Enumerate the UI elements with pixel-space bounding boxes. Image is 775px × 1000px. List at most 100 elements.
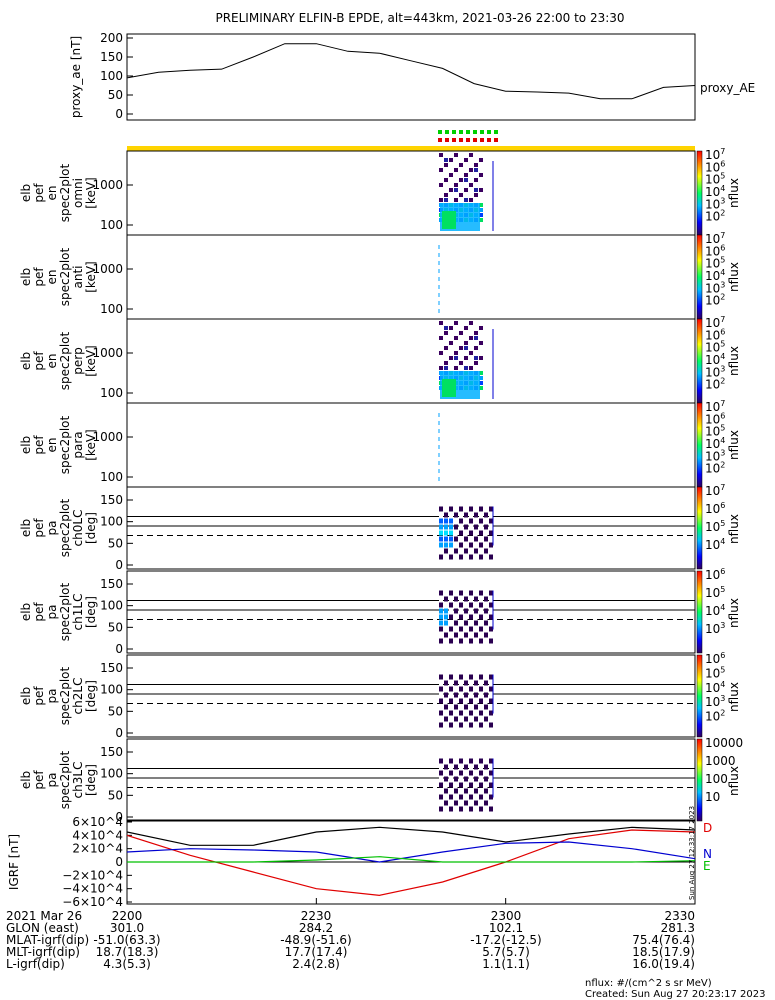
footer-value: -51.0(63.3)	[93, 933, 160, 947]
spec-ylabel-line: [keV]	[84, 345, 98, 376]
cbar-label: nflux	[727, 346, 741, 376]
colorbar	[696, 486, 703, 570]
footer-value: 18.7(18.3)	[96, 945, 159, 959]
footer-row-label: MLT-igrf(dip)	[6, 945, 80, 959]
spec-ytick-label: 100	[100, 470, 123, 484]
pa-ytick-label: 50	[108, 788, 123, 802]
pa-ytick-label: 100	[100, 767, 123, 781]
proxy-ytick-label: 100	[100, 69, 123, 83]
pa-ylabel-line: pef	[32, 686, 46, 706]
plot-title: PRELIMINARY ELFIN-B EPDE, alt=443km, 202…	[215, 11, 624, 25]
data-flags	[127, 130, 695, 151]
igrf-ytick-label: −6×10^4	[62, 895, 123, 909]
footer-row-label: GLON (east)	[6, 921, 79, 935]
cbar-tick-label: 102	[705, 293, 725, 308]
pa-ylabel-line: spec2plot	[58, 498, 72, 557]
pa-ylabel-line: elb	[19, 687, 33, 705]
igrf-ytick-label: 0	[115, 855, 123, 869]
cbar-tick-label: 102	[705, 461, 725, 476]
spec-ylabel-line: anti	[71, 266, 85, 289]
spec-ylabel-line: pef	[32, 435, 46, 455]
footer-value: 2330	[664, 909, 695, 923]
colorbar	[696, 570, 703, 654]
spec-ylabel-line: pef	[32, 183, 46, 203]
proxy-legend: proxy_AE	[700, 81, 755, 95]
pa-ytick-label: 0	[115, 726, 123, 740]
igrf-ytick-label: 6×10^4	[72, 815, 123, 829]
pa-ytick-label: 0	[115, 642, 123, 656]
footer-value: 1.1(1.1)	[482, 957, 530, 971]
spec-ylabel-line: omni	[71, 178, 85, 208]
footer-value: -17.2(-12.5)	[470, 933, 541, 947]
footer-value: -48.9(-51.6)	[280, 933, 351, 947]
spec-ylabel-line: en	[45, 438, 59, 453]
spec-ylabel-line: en	[45, 186, 59, 201]
pa-panel-ch3LC: 150 100 50 0 elb pef pa spec2plot ch3LC [deg] 1000…	[19, 736, 743, 824]
igrf-legend-n: N	[703, 847, 712, 861]
spec-ylabel-line: [keV]	[84, 177, 98, 208]
pa-ylabel-line: spec2plot	[58, 750, 72, 809]
cbar-label: nflux	[727, 514, 741, 544]
igrf-side-note: Sun Aug 27 12:33:17 2023	[688, 806, 696, 900]
spec-ylabel-line: elb	[19, 436, 33, 454]
spec-ylabel-line: en	[45, 270, 59, 285]
pa-ytick-label: 100	[100, 599, 123, 613]
cbar-label: nflux	[727, 682, 741, 712]
footer-value: 284.2	[299, 921, 333, 935]
pa-ylabel-line: spec2plot	[58, 666, 72, 725]
pa-ylabel-line: ch2LC	[71, 678, 85, 715]
cbar-tick-label: 10000	[705, 736, 743, 750]
spec-ylabel-line: elb	[19, 184, 33, 202]
proxy-ytick-label: 150	[100, 50, 123, 64]
footer-value: 4.3(5.3)	[103, 957, 151, 971]
spec-ylabel-line: perp	[71, 347, 85, 375]
footer-value: 301.0	[110, 921, 144, 935]
pa-data	[439, 590, 494, 644]
pa-panel-ch0LC: 150 100 50 0 elb pef pa spec2plot ch0LC [deg] 107 1…	[19, 483, 741, 572]
spec-data	[439, 321, 494, 399]
igrf-ytick-label: 4×10^4	[72, 828, 123, 842]
spec-ytick-label: 100	[100, 218, 123, 232]
footer-value: 102.1	[489, 921, 523, 935]
cbar-tick-label: 105	[705, 585, 725, 600]
footer-value: 2200	[112, 909, 143, 923]
spec-ylabel-line: elb	[19, 352, 33, 370]
cbar-tick-label: 105	[705, 519, 725, 534]
cbar-tick-label: 102	[705, 709, 725, 724]
footer-row-label: MLAT-igrf(dip)	[6, 933, 89, 947]
cbar-tick-label: 106	[705, 651, 725, 666]
pa-ytick-label: 150	[100, 493, 123, 507]
spec-ytick-label: 1000	[92, 178, 123, 192]
cbar-label: nflux	[727, 262, 741, 292]
pa-ytick-label: 100	[100, 683, 123, 697]
cbar-tick-label: 100	[705, 772, 728, 786]
cbar-tick-label: 10	[705, 790, 720, 804]
spec-ylabel-line: en	[45, 354, 59, 369]
pa-ytick-label: 0	[115, 810, 123, 824]
proxy-ytick-label: 200	[100, 31, 123, 45]
spec-ytick-label: 100	[100, 302, 123, 316]
colorbar	[696, 402, 703, 488]
cbar-tick-label: 104	[705, 537, 725, 552]
cbar-tick-label: 105	[705, 665, 725, 680]
spec-ylabel-line: [keV]	[84, 429, 98, 460]
cbar-tick-label: 106	[705, 567, 725, 582]
igrf-ylabel: IGRF [nT]	[7, 834, 21, 890]
spec-ytick-label: 1000	[92, 346, 123, 360]
proxy-ytick-label: 0	[115, 107, 123, 121]
cbar-tick-label: 102	[705, 377, 725, 392]
pa-ylabel-line: pa	[45, 773, 59, 788]
footer-value: 16.0(19.4)	[632, 957, 695, 971]
pa-ylabel-line: ch3LC	[71, 762, 85, 799]
igrf-n-line	[126, 841, 696, 863]
pa-ylabel-line: [deg]	[84, 680, 98, 712]
footer-value: 2230	[301, 909, 332, 923]
spec-ylabel-line: pef	[32, 351, 46, 371]
pa-data	[439, 758, 494, 812]
igrf-e-line	[127, 856, 696, 863]
pa-ylabel-line: ch1LC	[71, 594, 85, 631]
footer-value: 17.7(17.4)	[285, 945, 348, 959]
